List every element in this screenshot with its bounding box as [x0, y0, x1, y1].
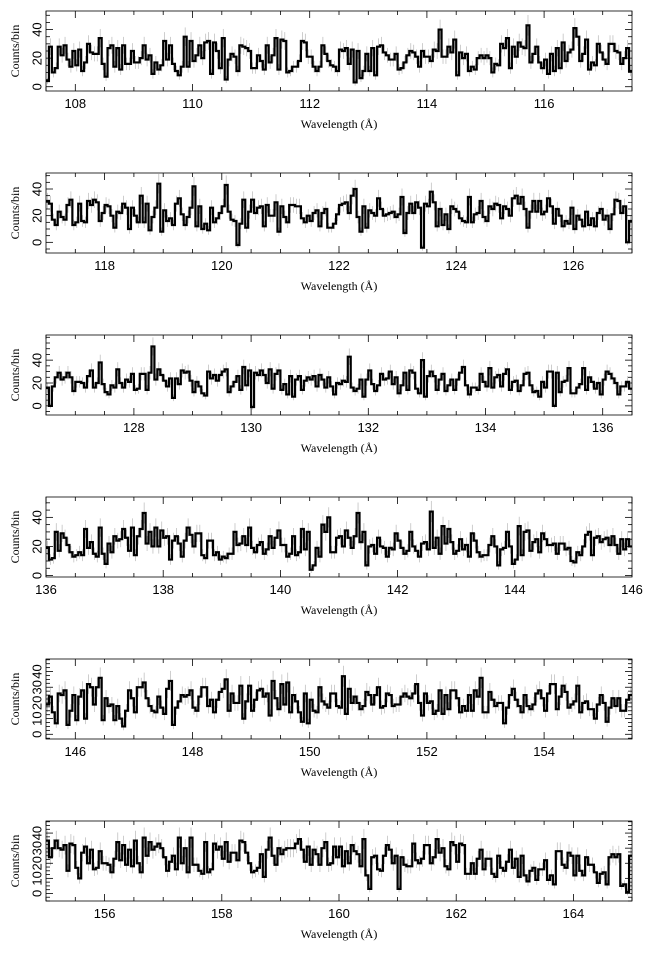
- x-tick-label: 118: [94, 258, 115, 273]
- y-tick-label: 30: [29, 680, 44, 694]
- spectrum-panel-3: 128 130 132 134 136 0 20 40 Wavelength (Å) Counts…: [8, 334, 633, 455]
- y-axis-title: Counts/bin: [8, 511, 22, 564]
- x-axis-5: 146 148 150 152 154: [45, 659, 633, 759]
- y-tick-label: 0: [29, 402, 44, 409]
- spectrum-histogram-5: [46, 675, 632, 728]
- y-tick-label: 0: [29, 572, 44, 579]
- x-tick-label: 134: [475, 420, 497, 435]
- y-tick-label: 0: [29, 890, 44, 897]
- spectrum-histogram-4: [46, 510, 632, 571]
- y-tick-label: 0: [29, 731, 44, 738]
- spectrum-histogram-3: [46, 345, 632, 409]
- y-tick-label: 20: [29, 208, 44, 222]
- y-axis-3: 0 20 40: [29, 336, 632, 412]
- x-tick-label: 144: [504, 582, 526, 597]
- x-tick-label: 142: [387, 582, 409, 597]
- x-tick-label: 136: [592, 420, 614, 435]
- x-tick-label: 156: [94, 906, 116, 921]
- x-tick-label: 110: [182, 96, 203, 111]
- x-tick-label: 146: [64, 744, 86, 759]
- x-tick-label: 130: [240, 420, 262, 435]
- y-tick-label: 20: [29, 856, 44, 870]
- y-axis-2: 0 20 40: [29, 175, 632, 250]
- y-axis-title: Counts/bin: [8, 835, 22, 888]
- spectrum-histogram-6: [46, 836, 632, 894]
- x-tick-label: 122: [328, 258, 350, 273]
- y-axis-title: Counts/bin: [8, 673, 22, 726]
- y-tick-label: 10: [29, 871, 44, 885]
- x-axis-title: Wavelength (Å): [301, 603, 378, 617]
- x-tick-label: 146: [621, 582, 643, 597]
- x-axis-title: Wavelength (Å): [301, 927, 378, 941]
- y-tick-label: 40: [29, 353, 44, 367]
- x-tick-label: 138: [152, 582, 174, 597]
- y-axis-title: Counts/bin: [8, 349, 22, 402]
- y-axis-4: 0 20 40: [29, 502, 632, 579]
- x-tick-label: 140: [270, 582, 292, 597]
- x-tick-label: 150: [299, 744, 321, 759]
- x-axis-title: Wavelength (Å): [301, 441, 378, 455]
- x-tick-label: 116: [534, 96, 555, 111]
- x-axis-1: 108 110 112 114 116: [45, 11, 633, 111]
- y-tick-label: 20: [29, 376, 44, 390]
- spectrum-panel-4: 136 138 140 142 144 146 0 20 40 Wavelength (Å) Cou…: [8, 496, 643, 617]
- x-tick-label: 112: [299, 96, 320, 111]
- x-tick-label: 148: [182, 744, 204, 759]
- x-tick-label: 154: [533, 744, 555, 759]
- x-axis-3: 128 130 132 134 136: [45, 335, 633, 435]
- y-tick-label: 20: [29, 51, 44, 65]
- x-axis-title: Wavelength (Å): [301, 117, 378, 131]
- y-tick-label: 30: [29, 841, 44, 855]
- x-tick-label: 114: [417, 96, 438, 111]
- x-axis-title: Wavelength (Å): [301, 279, 378, 293]
- y-tick-label: 10: [29, 711, 44, 725]
- y-tick-label: 20: [29, 539, 44, 553]
- x-tick-label: 132: [357, 420, 379, 435]
- x-axis-2: 118 120 122 124 126: [45, 173, 633, 273]
- x-axis-4: 136 138 140 142 144 146: [35, 497, 643, 597]
- y-tick-label: 40: [29, 22, 44, 36]
- spectrum-panel-1: 108 110 112 114 116 0 20 40 Wavelength (Å) Counts…: [8, 10, 633, 131]
- y-tick-label: 0: [29, 239, 44, 246]
- y-axis-1: 0 20 40: [29, 14, 632, 90]
- x-tick-label: 162: [445, 906, 467, 921]
- x-axis-6: 156 158 160 162 164: [45, 821, 633, 921]
- x-axis-title: Wavelength (Å): [301, 765, 378, 779]
- spectrum-histogram-2: [46, 182, 632, 249]
- spectrum-panel-2: 118 120 122 124 126 0 20 40 Wavelength (Å) Counts…: [8, 172, 633, 293]
- y-axis-title: Counts/bin: [8, 25, 22, 78]
- x-tick-label: 126: [563, 258, 585, 273]
- x-tick-label: 128: [123, 420, 145, 435]
- x-tick-label: 152: [416, 744, 438, 759]
- x-tick-label: 164: [563, 906, 585, 921]
- x-tick-label: 108: [64, 96, 86, 111]
- x-tick-label: 160: [328, 906, 350, 921]
- x-tick-label: 124: [445, 258, 467, 273]
- x-tick-label: 158: [211, 906, 233, 921]
- y-tick-label: 40: [29, 182, 44, 196]
- spectrum-histogram-1: [46, 24, 632, 84]
- x-tick-label: 120: [211, 258, 233, 273]
- y-tick-label: 0: [29, 83, 44, 90]
- y-tick-label: 40: [29, 510, 44, 524]
- x-tick-label: 136: [35, 582, 57, 597]
- y-tick-label: 40: [29, 826, 44, 840]
- y-tick-label: 40: [29, 664, 44, 678]
- y-axis-title: Counts/bin: [8, 187, 22, 240]
- y-tick-label: 20: [29, 696, 44, 710]
